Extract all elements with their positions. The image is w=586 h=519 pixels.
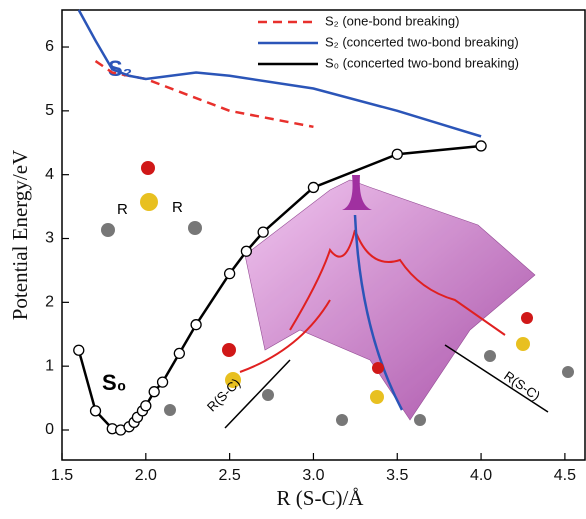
x-tick-label: 2.0 bbox=[135, 467, 157, 484]
y-tick-label: 6 bbox=[45, 38, 54, 55]
annotation: S₀ bbox=[102, 370, 127, 395]
data-point bbox=[74, 345, 84, 355]
x-tick-label: 3.0 bbox=[302, 467, 324, 484]
data-point bbox=[141, 401, 151, 411]
data-point bbox=[158, 377, 168, 387]
data-point bbox=[225, 269, 235, 279]
data-point bbox=[191, 320, 201, 330]
data-point bbox=[149, 387, 159, 397]
y-axis-label: Potential Energy/eV bbox=[8, 150, 32, 321]
data-point bbox=[392, 149, 402, 159]
annotation: R(S-C) bbox=[204, 375, 243, 414]
annotation: R bbox=[117, 201, 128, 218]
x-tick-label: 1.5 bbox=[51, 467, 73, 484]
annotation: R bbox=[172, 199, 183, 216]
legend-label: S₂ (concerted two-bond breaking) bbox=[325, 34, 519, 49]
data-point bbox=[91, 406, 101, 416]
y-tick-label: 2 bbox=[45, 294, 54, 311]
data-point bbox=[241, 246, 251, 256]
x-axis-label: R (S-C)/Å bbox=[277, 486, 365, 510]
x-tick-label: 2.5 bbox=[219, 467, 241, 484]
series-line bbox=[79, 10, 481, 136]
data-point bbox=[174, 348, 184, 358]
data-point bbox=[258, 227, 268, 237]
legend-label: S₀ (concerted two-bond breaking) bbox=[325, 55, 519, 70]
y-tick-label: 3 bbox=[45, 230, 54, 247]
data-point bbox=[476, 141, 486, 151]
x-tick-label: 3.5 bbox=[386, 467, 408, 484]
y-tick-label: 1 bbox=[45, 357, 54, 374]
x-tick-label: 4.5 bbox=[554, 467, 576, 484]
y-tick-label: 5 bbox=[45, 102, 54, 119]
data-point bbox=[308, 182, 318, 192]
x-tick-label: 4.0 bbox=[470, 467, 492, 484]
y-tick-label: 0 bbox=[45, 421, 54, 438]
surface-illustration bbox=[225, 175, 548, 428]
legend-label: S₂ (one-bond breaking) bbox=[325, 13, 459, 28]
chart: R R S₂ S₀ R(S-C) R(S-C) R (S-C)/Å Potent… bbox=[0, 0, 586, 519]
y-tick-label: 4 bbox=[45, 166, 54, 183]
